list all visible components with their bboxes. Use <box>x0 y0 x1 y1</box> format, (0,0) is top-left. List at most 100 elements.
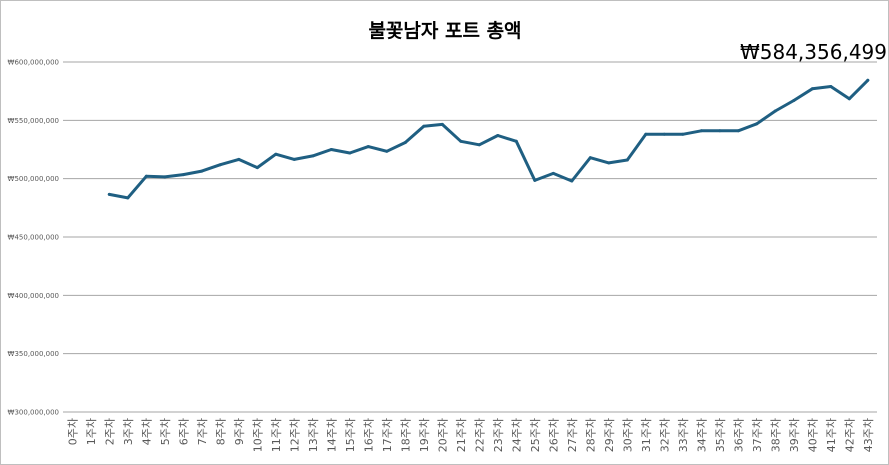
x-tick-label: 38주차 <box>769 418 782 452</box>
x-tick-label: 32주차 <box>658 418 671 452</box>
x-tick-label: 42주차 <box>843 418 856 452</box>
data-point <box>866 78 870 82</box>
x-tick-label: 6주차 <box>177 418 190 445</box>
y-tick-label: ₩500,000,000 <box>8 175 59 183</box>
y-tick-label: ₩450,000,000 <box>8 234 59 242</box>
data-point <box>440 122 444 126</box>
x-tick-label: 0주차 <box>66 418 79 445</box>
x-tick-label: 26주차 <box>547 418 560 452</box>
x-tick-label: 2주차 <box>103 418 116 445</box>
x-tick-label: 24주차 <box>510 418 523 452</box>
y-tick-label: ₩350,000,000 <box>8 350 59 358</box>
x-tick-label: 12주차 <box>288 418 301 452</box>
data-point <box>477 143 481 147</box>
x-axis-ticks: 0주차 1주차 2주차 3주차 4주차 5주차 6주차 7주차 8주차 9주차 10주차 11주차 12… <box>66 418 875 452</box>
data-point <box>773 109 777 113</box>
data-point <box>459 139 463 143</box>
x-tick-label: 9주차 <box>233 418 246 445</box>
data-point <box>385 149 389 153</box>
x-tick-label: 25주차 <box>529 418 542 452</box>
data-point <box>274 152 278 156</box>
data-point <box>348 151 352 155</box>
x-tick-label: 8주차 <box>214 418 227 445</box>
gridlines <box>63 61 877 413</box>
data-point <box>237 157 241 161</box>
x-tick-label: 18주차 <box>399 418 412 452</box>
data-point <box>329 148 333 151</box>
chart-title: 불꽃남자 포트 총액 <box>368 20 521 42</box>
data-point <box>588 156 592 160</box>
x-tick-label: 13주차 <box>307 418 320 452</box>
y-tick-label: ₩400,000,000 <box>8 292 59 300</box>
data-point <box>514 139 518 143</box>
x-tick-label: 43주차 <box>862 418 875 452</box>
data-point <box>681 132 685 136</box>
x-tick-label: 35주차 <box>714 418 727 452</box>
y-tick-label: ₩300,000,000 <box>8 409 59 417</box>
y-tick-label: ₩550,000,000 <box>8 117 59 125</box>
x-tick-label: 10주차 <box>251 418 264 452</box>
y-axis-ticks: ₩300,000,000 ₩350,000,000 ₩400,000,000 ₩450… <box>8 59 59 417</box>
data-point <box>218 163 222 167</box>
data-point <box>144 174 148 178</box>
data-point <box>181 173 185 177</box>
x-tick-label: 41주차 <box>825 418 838 452</box>
x-tick-label: 22주차 <box>473 418 486 452</box>
x-tick-label: 19주차 <box>418 418 431 452</box>
data-point <box>829 85 833 88</box>
x-tick-label: 33주차 <box>677 418 690 452</box>
data-point <box>292 157 296 161</box>
x-tick-label: 17주차 <box>381 418 394 452</box>
x-tick-label: 29주차 <box>603 418 616 452</box>
x-tick-label: 23주차 <box>492 418 505 452</box>
data-point <box>551 171 555 175</box>
x-tick-label: 11주차 <box>270 418 283 452</box>
x-tick-label: 27주차 <box>566 418 579 452</box>
data-point <box>403 141 407 144</box>
data-point <box>718 129 722 133</box>
data-point <box>625 158 629 162</box>
x-tick-label: 14주차 <box>325 418 338 452</box>
data-point <box>755 122 759 126</box>
data-point <box>126 196 130 200</box>
data-point <box>311 154 315 158</box>
x-tick-label: 3주차 <box>122 418 135 445</box>
x-tick-label: 7주차 <box>196 418 209 445</box>
data-point <box>422 124 426 128</box>
x-tick-label: 28주차 <box>584 418 597 452</box>
x-tick-label: 15주차 <box>344 418 357 452</box>
x-tick-label: 21주차 <box>455 418 468 452</box>
x-tick-label: 4주차 <box>140 418 153 445</box>
data-point <box>107 192 111 196</box>
x-tick-label: 37주차 <box>751 418 764 452</box>
x-tick-label: 39주차 <box>788 418 801 452</box>
data-point <box>200 169 204 173</box>
data-point <box>736 129 740 133</box>
x-tick-label: 36주차 <box>732 418 745 452</box>
x-tick-label: 40주차 <box>806 418 819 452</box>
x-tick-label: 20주차 <box>436 418 449 452</box>
x-tick-label: 31주차 <box>640 418 653 452</box>
data-point <box>810 87 814 91</box>
data-point <box>163 175 167 179</box>
y-tick-label: ₩600,000,000 <box>8 59 59 67</box>
x-tick-label: 16주차 <box>362 418 375 452</box>
data-point <box>255 166 259 170</box>
data-point <box>847 97 851 101</box>
data-point <box>366 145 370 149</box>
last-value-label: ₩584,356,499 <box>740 40 887 64</box>
series-line <box>107 78 870 200</box>
data-point <box>496 134 500 137</box>
series <box>107 78 870 200</box>
x-tick-label: 34주차 <box>695 418 708 452</box>
data-point <box>662 132 666 136</box>
x-tick-label: 30주차 <box>621 418 634 452</box>
data-point <box>644 132 648 136</box>
x-tick-label: 1주차 <box>85 418 98 445</box>
data-point <box>699 129 703 133</box>
data-point <box>792 99 796 102</box>
data-point <box>607 161 611 165</box>
x-tick-label: 5주차 <box>159 418 172 445</box>
